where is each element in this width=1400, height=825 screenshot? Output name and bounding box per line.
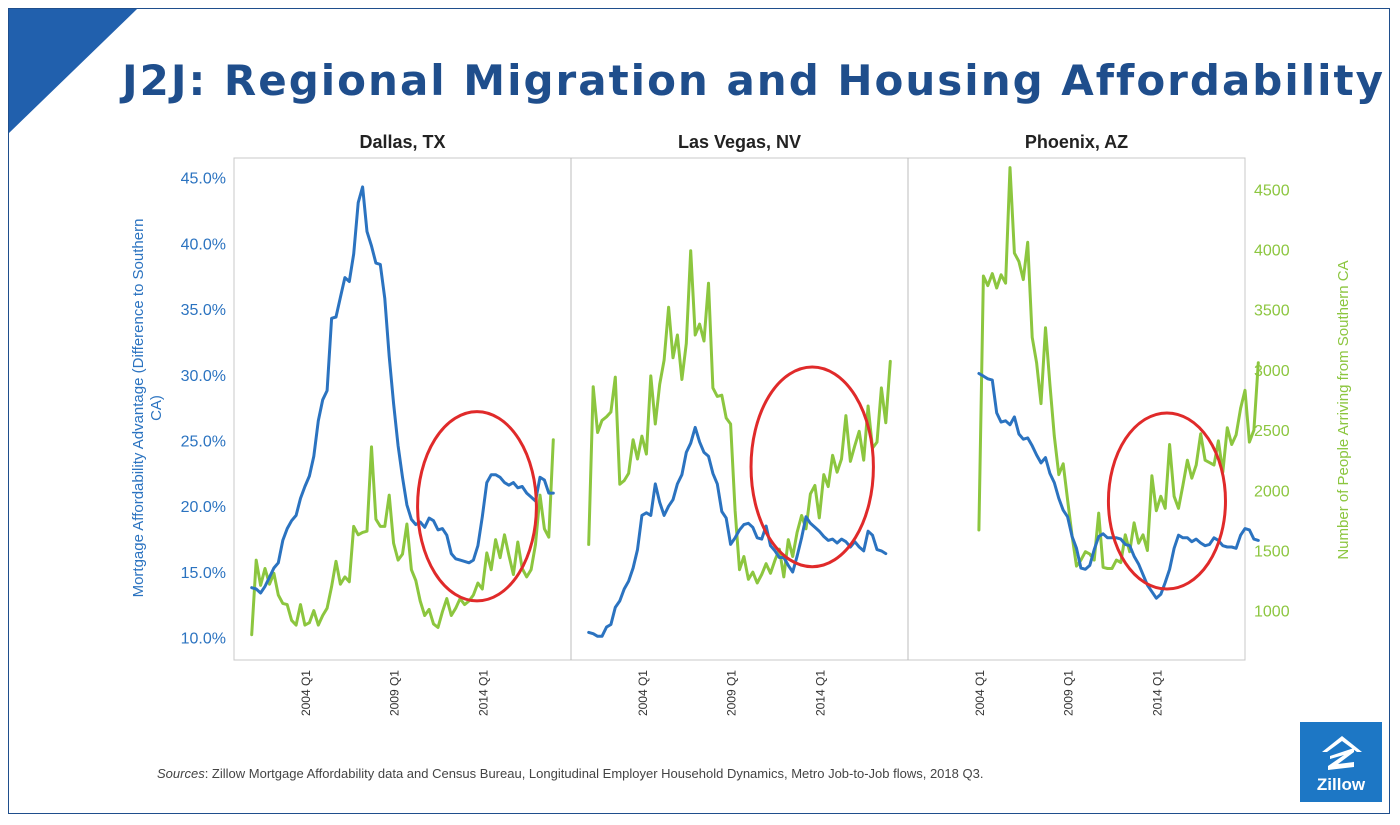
arrivals-line (977, 166, 1260, 570)
affordability-line (587, 425, 888, 638)
arrivals-line (250, 438, 555, 637)
y-right-tick-label: 4500 (1254, 182, 1290, 199)
y-left-tick-label: 20.0% (181, 499, 226, 516)
slide-border (8, 8, 1390, 814)
affordability-line (250, 185, 555, 595)
y-left-tick-label: 15.0% (181, 565, 226, 582)
x-tick-label: 2004 Q1 (299, 670, 313, 716)
y-left-tick-label: 10.0% (181, 631, 226, 648)
highlight-ellipse (416, 410, 538, 603)
sources-label: Sources (157, 766, 205, 781)
corner-triangle-decoration (9, 9, 137, 133)
panel-title: Phoenix, AZ (1025, 132, 1128, 152)
y-left-tick-label: 35.0% (181, 302, 226, 319)
y-right-tick-label: 2500 (1254, 423, 1290, 440)
affordability-line (977, 372, 1260, 600)
y-left-tick-label: 25.0% (181, 434, 226, 451)
zillow-house-icon: Zillow (1317, 736, 1366, 794)
x-tick-label: 2014 Q1 (476, 670, 490, 716)
x-tick-label: 2014 Q1 (1150, 670, 1164, 716)
x-tick-label: 2009 Q1 (388, 670, 402, 716)
highlight-ellipse (1106, 411, 1227, 591)
panel-title: Las Vegas, NV (678, 132, 801, 152)
x-tick-label: 2009 Q1 (1062, 670, 1076, 716)
arrivals-line (587, 249, 892, 585)
y-left-tick-label: 45.0% (181, 171, 226, 188)
y-right-tick-label: 1000 (1254, 604, 1290, 621)
y-left-tick-label: 30.0% (181, 368, 226, 385)
y-right-tick-label: 4000 (1254, 242, 1290, 259)
x-tick-label: 2014 Q1 (813, 670, 827, 716)
y-left-tick-label: 40.0% (181, 236, 226, 253)
x-tick-label: 2009 Q1 (725, 670, 739, 716)
y-right-tick-label: 2000 (1254, 483, 1290, 500)
y-right-tick-label: 3000 (1254, 363, 1290, 380)
x-tick-label: 2004 Q1 (636, 670, 650, 716)
panel-title: Dallas, TX (359, 132, 445, 152)
sources-text: : Zillow Mortgage Affordability data and… (204, 766, 984, 781)
y-left-axis-title: Mortgage Affordability Advantage (Differ… (130, 219, 165, 598)
y-right-tick-label: 1500 (1254, 543, 1290, 560)
zillow-logo-text: Zillow (1317, 775, 1366, 794)
highlight-ellipse (749, 365, 875, 569)
x-tick-label: 2004 Q1 (973, 670, 987, 716)
slide-title: J2J: Regional Migration and Housing Affo… (122, 56, 1386, 105)
zillow-logo: Zillow (1300, 722, 1382, 802)
chart-area: Dallas, TX 2004 Q1 2009 Q1 2014 Q1 Las Vegas… (130, 132, 1352, 716)
plot-frame (233, 157, 1246, 661)
y-right-tick-label: 3500 (1254, 303, 1290, 320)
sources-note: Sources: Zillow Mortgage Affordability d… (157, 765, 1117, 782)
y-right-axis-title: Number of People Arriving from Southern … (1335, 260, 1352, 559)
